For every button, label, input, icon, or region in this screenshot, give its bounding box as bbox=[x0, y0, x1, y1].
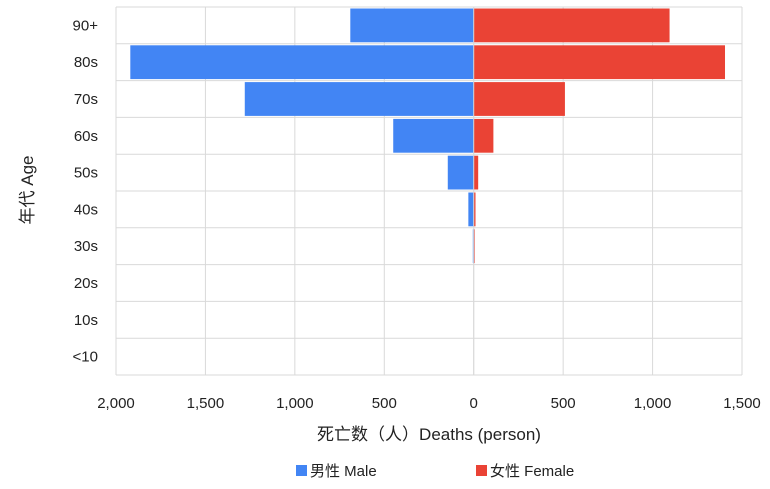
x-tick-label: 1,500 bbox=[723, 395, 761, 412]
male-bar-40s bbox=[468, 192, 474, 227]
female-bar-60s bbox=[473, 118, 494, 153]
y-tick-label: <10 bbox=[73, 349, 98, 366]
y-tick-label: 80s bbox=[74, 54, 98, 71]
y-tick-label: 60s bbox=[74, 128, 98, 145]
y-axis-title: 年代 Age bbox=[18, 156, 37, 225]
y-tick-label: 40s bbox=[74, 201, 98, 218]
y-tick-label: 90+ bbox=[73, 17, 99, 34]
legend-label: 女性 Female bbox=[490, 462, 574, 480]
legend-label: 男性 Male bbox=[310, 463, 377, 480]
x-tick-label: 2,000 bbox=[97, 395, 135, 412]
female-bar-70s bbox=[473, 82, 565, 116]
y-tick-label: 50s bbox=[74, 165, 98, 182]
female-bar-90 bbox=[473, 8, 670, 43]
x-tick-label: 1,000 bbox=[276, 395, 314, 412]
female-bar-50s bbox=[473, 155, 479, 190]
x-tick-label: 0 bbox=[470, 395, 478, 412]
y-tick-label: 70s bbox=[74, 91, 98, 108]
bars bbox=[130, 7, 726, 375]
female-bar-80s bbox=[473, 45, 726, 80]
female-bar-40s bbox=[473, 192, 476, 227]
y-tick-labels: <10 10s 20s 30s 40s 50s 60s 70s 80s 90+ bbox=[73, 17, 99, 365]
male-bar-80s bbox=[130, 45, 474, 80]
male-bar-60s bbox=[393, 118, 474, 153]
x-tick-label: 500 bbox=[551, 395, 576, 412]
x-tick-label: 500 bbox=[372, 395, 397, 412]
x-tick-label: 1,500 bbox=[187, 395, 225, 412]
x-axis-title: 死亡数（人）Deaths (person) bbox=[317, 425, 541, 444]
male-bar-90 bbox=[350, 8, 474, 43]
y-tick-label: 10s bbox=[74, 312, 98, 329]
legend-swatch bbox=[476, 465, 487, 476]
y-tick-label: 30s bbox=[74, 238, 98, 255]
x-tick-labels: 2,000 1,500 1,000 500 0 500 1,000 1,500 bbox=[97, 395, 761, 412]
male-bar-70s bbox=[244, 82, 474, 116]
legend-swatch bbox=[296, 465, 307, 476]
x-tick-label: 1,000 bbox=[634, 395, 672, 412]
legend: 男性 Male 女性 Female bbox=[296, 462, 574, 480]
male-bar-50s bbox=[447, 155, 474, 190]
y-tick-label: 20s bbox=[74, 275, 98, 292]
